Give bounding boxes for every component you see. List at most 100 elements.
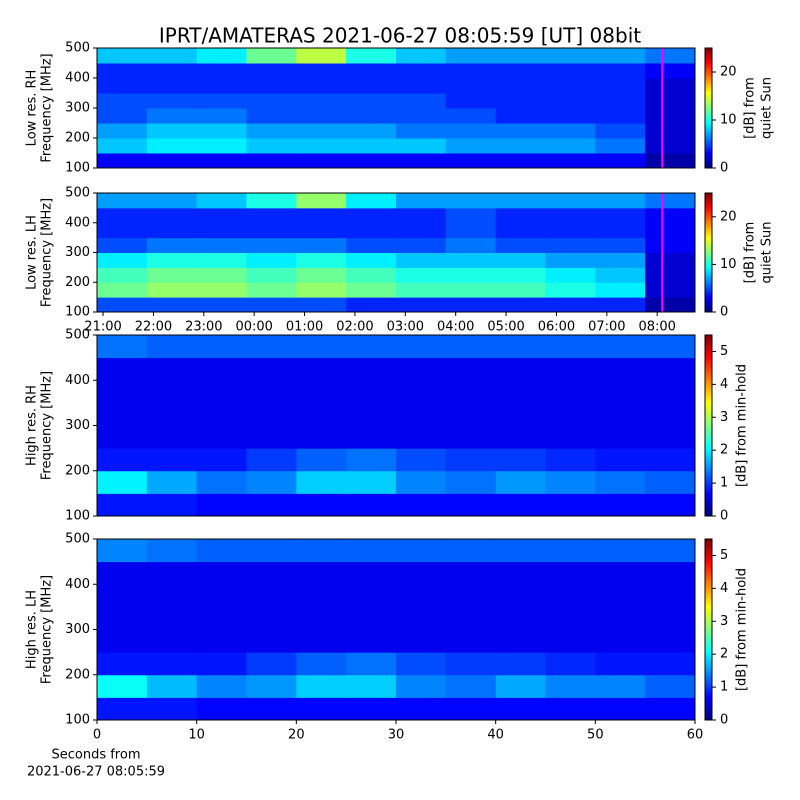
x-tick-label: 06:00 (538, 320, 575, 335)
heatmap-cell (97, 606, 148, 630)
heatmap-cell (495, 153, 546, 169)
heatmap-cell (146, 282, 198, 298)
x-tick-label: 22:00 (135, 320, 172, 335)
heatmap-cell (645, 123, 696, 139)
heatmap-cell (645, 561, 696, 585)
heatmap-cell (396, 193, 447, 209)
heatmap-cell (645, 93, 696, 109)
heatmap-cell (196, 629, 247, 653)
colorbar-label: [dB] from min-hold (735, 364, 750, 487)
heatmap-cell (545, 153, 596, 169)
colorbar-tick-label: 0 (720, 713, 728, 728)
heatmap-cell (595, 674, 646, 698)
heatmap-cell (296, 108, 347, 124)
heatmap-cell (396, 584, 447, 608)
heatmap-cell (445, 425, 497, 449)
heatmap-cell (196, 237, 247, 253)
heatmap-cell (545, 237, 596, 253)
y-tick-label: 300 (65, 101, 90, 116)
heatmap-cell (545, 652, 596, 676)
colorbar-tick-label: 20 (720, 209, 737, 224)
heatmap-cell (196, 584, 247, 608)
heatmap-cell (396, 108, 447, 124)
heatmap-cell (346, 335, 397, 359)
heatmap-cell (545, 48, 596, 64)
heatmap-cell (545, 297, 596, 313)
x-tick-label: 05:00 (487, 320, 524, 335)
heatmap-cell (246, 63, 297, 79)
heatmap-cell (296, 470, 347, 494)
heatmap-cell (495, 193, 546, 209)
heatmap-cell (146, 357, 198, 381)
x-tick-label: 21:00 (84, 320, 121, 335)
heatmap-cell (97, 629, 148, 653)
heatmap-cell (196, 493, 247, 517)
heatmap-cell (97, 470, 148, 494)
heatmap-cell (346, 222, 397, 239)
heatmap-cell (146, 222, 198, 239)
heatmap-cell (296, 357, 347, 381)
heatmap-cell (196, 138, 247, 154)
colorbar-tick-label: 1 (720, 476, 728, 491)
y-axis-label: Low res. LH (25, 215, 40, 290)
heatmap-cell (645, 252, 696, 268)
heatmap-cell (146, 674, 198, 698)
y-axis-label: Frequency [MHz] (40, 198, 55, 307)
heatmap-cell (595, 222, 646, 239)
y-tick-label: 300 (65, 418, 90, 433)
heatmap-cell (146, 138, 198, 154)
y-tick-label: 200 (65, 463, 90, 478)
heatmap-cell (545, 123, 596, 139)
heatmap-cell (396, 697, 447, 721)
heatmap-cell (495, 267, 546, 283)
heatmap-cell (196, 448, 247, 472)
heatmap-cell (146, 78, 198, 94)
heatmap-cell (545, 207, 596, 224)
heatmap-cell (196, 357, 247, 381)
heatmap-cell (396, 267, 447, 283)
chart-title: IPRT/AMATERAS 2021-06-27 08:05:59 [UT] 0… (159, 24, 641, 48)
heatmap-cell (97, 380, 148, 404)
heatmap-cell (196, 153, 247, 169)
x-tick-label: 23:00 (185, 320, 222, 335)
heatmap-cell (346, 48, 397, 64)
heatmap-cell (296, 252, 347, 268)
heatmap-cell (246, 282, 297, 298)
heatmap-cell (445, 493, 497, 517)
y-tick-label: 300 (65, 245, 90, 260)
heatmap-cell (346, 78, 397, 94)
y-tick-label: 200 (65, 131, 90, 146)
heatmap-cell (97, 207, 148, 224)
y-tick-label: 100 (65, 305, 90, 320)
x-tick-label: 0 (93, 728, 101, 743)
x-tick-label: 50 (587, 728, 604, 743)
heatmap-cell (595, 93, 646, 109)
heatmap-cell (97, 357, 148, 381)
heatmap-cell (246, 252, 297, 268)
heatmap-cell (495, 629, 546, 653)
heatmap-cell (196, 335, 247, 359)
heatmap-cell (545, 470, 596, 494)
x-tick-label: 01:00 (286, 320, 323, 335)
heatmap-cell (246, 425, 297, 449)
heatmap-cell (196, 282, 247, 298)
heatmap-cell (445, 193, 497, 209)
x-axis-label: 2021-06-27 08:05:59 (27, 765, 165, 780)
heatmap-cell (346, 267, 397, 283)
heatmap-cell (495, 584, 546, 608)
heatmap-cell (595, 282, 646, 298)
y-axis-label: Frequency [MHz] (40, 371, 55, 480)
heatmap-cell (97, 153, 148, 169)
heatmap-cell (246, 539, 297, 563)
heatmap-cell (346, 674, 397, 698)
heatmap-cell (346, 138, 397, 154)
heatmap-cell (97, 252, 148, 268)
heatmap-cell (146, 380, 198, 404)
heatmap-cell (396, 606, 447, 630)
heatmap-cell (445, 63, 497, 79)
colorbar-tick-label: 3 (720, 410, 728, 425)
heatmap-cell (146, 153, 198, 169)
heatmap-cell (296, 63, 347, 79)
heatmap-cell (97, 267, 148, 283)
